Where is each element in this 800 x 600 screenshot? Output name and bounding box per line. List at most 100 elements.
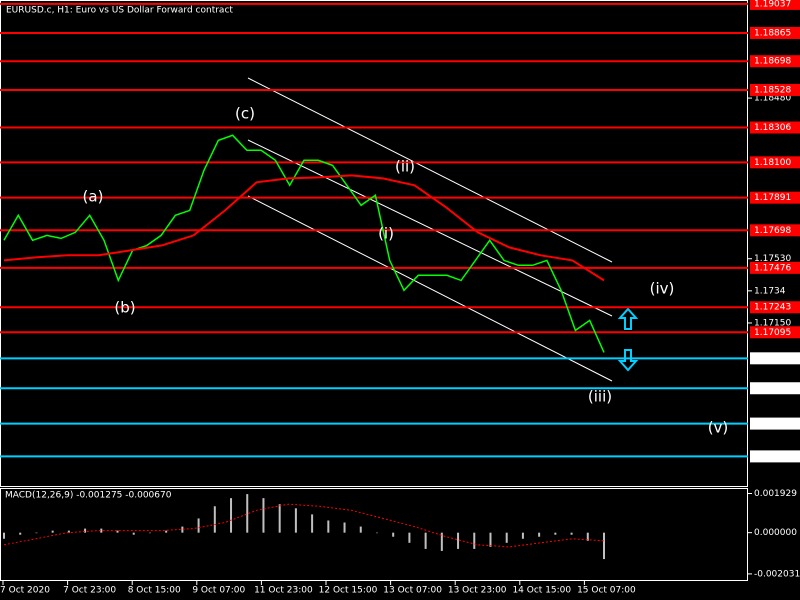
level-tag bbox=[750, 261, 800, 274]
x-tick-label: 15 Oct 07:00 bbox=[577, 586, 636, 596]
level-label: 1.17476 bbox=[754, 263, 791, 273]
macd-tick-label: 0.000000 bbox=[754, 528, 797, 538]
macd-bar bbox=[132, 532, 135, 535]
y-tick-label: 1.1734 bbox=[754, 286, 786, 296]
level-label: 1.18698 bbox=[754, 57, 791, 67]
arrow-up bbox=[617, 307, 639, 330]
price-line bbox=[3, 134, 605, 353]
x-tick-label: 12 Oct 15:00 bbox=[319, 586, 378, 596]
macd-bar bbox=[457, 532, 460, 549]
level-label: 1.18528 bbox=[754, 85, 791, 95]
macd-frame bbox=[0, 488, 748, 581]
level-tag bbox=[750, 382, 800, 395]
level-tag bbox=[750, 55, 800, 68]
x-tick-label: 7 Oct 23:00 bbox=[63, 586, 116, 596]
macd-tick-label: 0.001929 bbox=[754, 489, 797, 499]
level-label: 1.17095 bbox=[754, 328, 791, 338]
macd-bar bbox=[230, 498, 233, 533]
level-tag bbox=[750, 450, 800, 463]
macd-bar bbox=[538, 532, 541, 537]
macd-label: MACD(12,26,9) -0.001275 -0.000670 bbox=[5, 491, 172, 501]
wave-label: (a) bbox=[83, 188, 104, 206]
macd-bar bbox=[603, 532, 605, 560]
macd-bar bbox=[408, 532, 411, 543]
macd-bar bbox=[19, 532, 22, 535]
level-label: 1.16361 bbox=[754, 452, 791, 462]
ma-line bbox=[3, 174, 605, 282]
wave-label: (iii) bbox=[588, 388, 612, 406]
macd-bar bbox=[294, 508, 297, 533]
macd-bar bbox=[586, 532, 589, 541]
level-tag bbox=[750, 0, 800, 10]
level-label: 1.16941 bbox=[754, 354, 791, 364]
level-tag bbox=[750, 326, 800, 339]
level-tag bbox=[750, 352, 800, 365]
level-label: 1.19037 bbox=[754, 0, 791, 9]
level-label: 1.16555 bbox=[754, 419, 791, 429]
macd-bar bbox=[570, 532, 573, 535]
macd-bar bbox=[440, 532, 443, 551]
chart-title: EURUSD.c, H1: Euro vs US Dollar Forward … bbox=[6, 6, 233, 16]
macd-tick-label: -0.002031 bbox=[754, 569, 800, 579]
macd-bar bbox=[359, 526, 362, 533]
macd-bar bbox=[148, 532, 151, 534]
macd-bar bbox=[489, 532, 492, 547]
y-tick-label: 1.18480 bbox=[754, 94, 791, 104]
macd-bar bbox=[392, 532, 395, 537]
macd-bar bbox=[116, 530, 119, 533]
macd-bar bbox=[327, 520, 330, 533]
x-tick-label: 11 Oct 23:00 bbox=[254, 586, 313, 596]
level-tag bbox=[750, 26, 800, 39]
macd-bar bbox=[262, 498, 265, 533]
macd-bar bbox=[278, 504, 281, 533]
level-label: 1.18306 bbox=[754, 123, 791, 133]
level-tag bbox=[750, 417, 800, 430]
macd-bar bbox=[213, 506, 216, 533]
level-tag bbox=[750, 301, 800, 314]
macd-bar bbox=[67, 530, 70, 533]
macd-bar bbox=[84, 528, 87, 533]
macd-bar bbox=[246, 494, 249, 533]
macd-bar bbox=[3, 532, 5, 539]
x-tick-label: 9 Oct 07:00 bbox=[192, 586, 245, 596]
macd-bar bbox=[424, 532, 427, 549]
macd-bar bbox=[343, 522, 346, 533]
x-tick-label: 14 Oct 15:00 bbox=[512, 586, 571, 596]
macd-bar bbox=[181, 526, 184, 533]
main-frame bbox=[0, 0, 748, 487]
macd-bar bbox=[51, 530, 54, 533]
macd-bar bbox=[311, 514, 314, 533]
level-tag bbox=[750, 191, 800, 204]
channel-line bbox=[247, 195, 613, 382]
channel-line bbox=[247, 77, 613, 263]
macd-bar bbox=[505, 532, 508, 543]
macd-bar bbox=[554, 532, 557, 535]
wave-label: (c) bbox=[235, 105, 255, 123]
level-tag bbox=[750, 83, 800, 96]
y-tick-label: 1.17530 bbox=[754, 254, 791, 264]
wave-label: (b) bbox=[114, 299, 135, 317]
level-label: 1.16764 bbox=[754, 384, 791, 394]
macd-bar bbox=[473, 532, 476, 549]
wave-label: (iv) bbox=[650, 280, 675, 298]
channel-line bbox=[247, 139, 613, 317]
arrow-down bbox=[617, 349, 639, 372]
level-tag bbox=[750, 224, 800, 237]
wave-label: (i) bbox=[378, 225, 394, 243]
wave-label: (ii) bbox=[395, 158, 415, 176]
wave-label: (v) bbox=[708, 419, 729, 437]
macd-bar bbox=[35, 532, 38, 534]
macd-bar bbox=[521, 532, 524, 539]
level-label: 1.17891 bbox=[754, 193, 791, 203]
y-tick-label: 1.17150 bbox=[754, 318, 791, 328]
macd-bar bbox=[375, 532, 378, 534]
x-tick-label: 13 Oct 23:00 bbox=[448, 586, 507, 596]
level-label: 1.18865 bbox=[754, 28, 791, 38]
x-tick-label: 13 Oct 07:00 bbox=[383, 586, 442, 596]
macd-bar bbox=[165, 530, 168, 533]
channel bbox=[247, 77, 613, 382]
x-tick-label: 8 Oct 15:00 bbox=[128, 586, 181, 596]
